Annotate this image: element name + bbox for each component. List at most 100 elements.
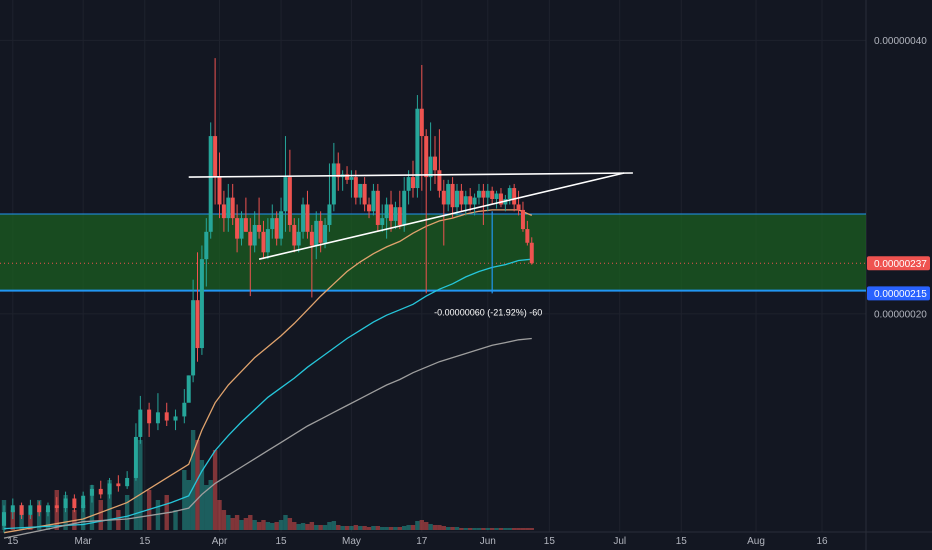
trendlines[interactable] bbox=[188, 172, 633, 260]
candle bbox=[239, 211, 244, 246]
volume-bar bbox=[424, 522, 429, 530]
candle-body bbox=[428, 156, 433, 178]
candle bbox=[107, 477, 112, 499]
candle bbox=[292, 218, 297, 253]
candle-body bbox=[248, 231, 253, 246]
candle-body bbox=[362, 183, 367, 205]
candle bbox=[28, 499, 33, 519]
candle-body bbox=[309, 231, 314, 246]
candle-body bbox=[318, 220, 323, 243]
volume-bar bbox=[98, 500, 103, 530]
price-axis[interactable]: 0.000000200.000000400.000000600.00000080… bbox=[874, 0, 927, 321]
volume-bar bbox=[107, 480, 112, 530]
volume-bar bbox=[296, 524, 301, 530]
volume-bar bbox=[366, 527, 372, 530]
candle-body bbox=[213, 136, 218, 178]
volume-bar bbox=[243, 518, 249, 530]
candle bbox=[195, 252, 200, 362]
volume-bar bbox=[261, 520, 266, 530]
candle-body bbox=[402, 190, 407, 225]
candle-body bbox=[164, 412, 169, 421]
candle-body bbox=[279, 211, 284, 239]
candle-body bbox=[125, 477, 130, 487]
volume-bar bbox=[503, 528, 508, 530]
time-tick-label: 17 bbox=[416, 536, 428, 547]
volume-bar bbox=[437, 525, 442, 530]
candle-body bbox=[446, 183, 451, 205]
volume-bar bbox=[28, 515, 33, 530]
candle-body bbox=[336, 163, 341, 178]
candle-body bbox=[283, 177, 288, 212]
candle-body bbox=[173, 416, 178, 421]
volume-bar bbox=[274, 522, 279, 530]
volume-bar bbox=[226, 515, 231, 530]
candle bbox=[327, 163, 332, 232]
measure-label: -0.00000060 (-21.92%) -60 bbox=[434, 307, 542, 317]
price-tags: 0.00000237 0.00000215 bbox=[867, 256, 930, 301]
candle-body bbox=[450, 183, 455, 208]
volume-bar bbox=[89, 485, 95, 530]
candle bbox=[463, 190, 468, 216]
candle-body bbox=[314, 220, 319, 246]
volume-bar bbox=[305, 524, 310, 530]
volume-bar bbox=[384, 527, 389, 530]
candle-body bbox=[301, 204, 306, 232]
candle-body bbox=[375, 190, 380, 225]
candle bbox=[318, 211, 323, 253]
candle bbox=[186, 375, 191, 403]
volume-bar bbox=[344, 526, 350, 530]
price-tick-label: 0.00000020 bbox=[874, 309, 927, 320]
candle-body bbox=[81, 495, 86, 509]
level-price-tag-bg bbox=[867, 286, 930, 301]
candle bbox=[235, 204, 240, 253]
candle bbox=[10, 498, 15, 519]
volume-bar bbox=[133, 470, 139, 530]
support-zone bbox=[0, 213, 866, 292]
candle-body bbox=[72, 498, 77, 509]
volume-bar bbox=[173, 510, 178, 530]
candle bbox=[296, 218, 301, 253]
price-tick-label: 0.00000040 bbox=[874, 36, 927, 47]
candle-body bbox=[182, 402, 187, 417]
volume-bar bbox=[195, 440, 200, 530]
candle bbox=[525, 220, 530, 246]
volume-bar bbox=[190, 430, 196, 530]
volume-bar bbox=[283, 515, 288, 530]
candle bbox=[72, 494, 77, 513]
candle-body bbox=[235, 218, 240, 239]
candle-body bbox=[19, 505, 24, 515]
candle bbox=[485, 183, 490, 212]
candle bbox=[191, 279, 196, 383]
candle-body bbox=[261, 231, 266, 253]
moving-average-ma-mid bbox=[3, 258, 532, 530]
volume-bar bbox=[234, 515, 240, 530]
candle bbox=[520, 201, 525, 232]
candle-body bbox=[226, 197, 231, 219]
time-axis[interactable]: 15 Mar 15 Apr 15 May 17 Jun 15 Jul 15 Aug 16 bbox=[7, 536, 828, 547]
candle bbox=[441, 179, 446, 246]
candle bbox=[199, 245, 204, 355]
candle-body bbox=[367, 204, 372, 212]
moving-average-ma-slow bbox=[3, 337, 532, 539]
candle bbox=[389, 190, 394, 232]
candle bbox=[512, 183, 517, 212]
candle bbox=[529, 237, 534, 265]
volume-bar bbox=[336, 525, 341, 530]
volume-bar bbox=[265, 522, 271, 530]
candle bbox=[384, 197, 389, 239]
candle-body bbox=[239, 218, 244, 239]
volume-bar bbox=[520, 528, 526, 530]
candle bbox=[472, 193, 477, 216]
volume-bar bbox=[208, 480, 213, 530]
candle bbox=[446, 179, 451, 212]
volume-bar bbox=[256, 522, 262, 530]
volume-bar bbox=[10, 510, 15, 530]
candle-body bbox=[265, 229, 270, 253]
volume-bar bbox=[287, 518, 293, 530]
price-range-measure[interactable]: -0.00000060 (-21.92%) -60 bbox=[434, 211, 542, 317]
volume-bar bbox=[410, 525, 416, 530]
volume-bar bbox=[441, 526, 446, 530]
candle-body bbox=[257, 224, 262, 232]
candle-body bbox=[327, 204, 332, 225]
